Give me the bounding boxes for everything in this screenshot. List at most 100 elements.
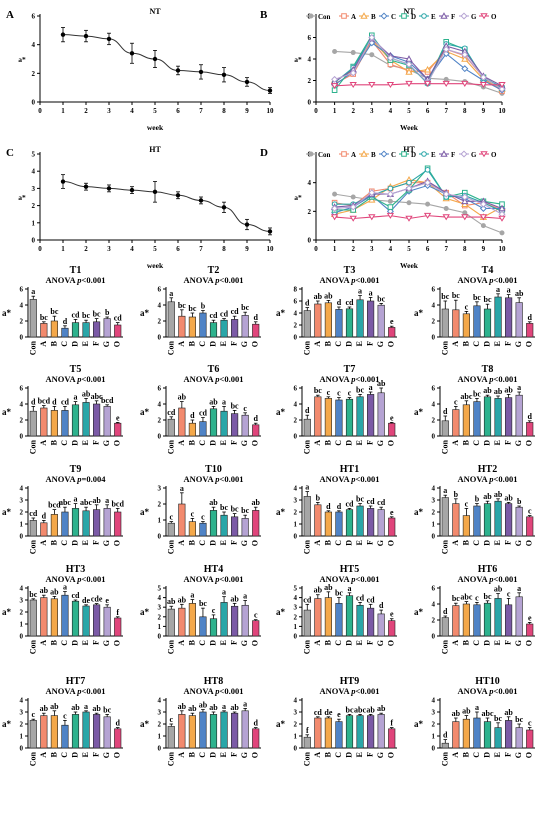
significance-letter: ab bbox=[167, 597, 176, 606]
category-label: C bbox=[334, 752, 343, 758]
significance-letter: ab bbox=[71, 703, 80, 712]
significance-letter: ab bbox=[483, 386, 492, 395]
legend-label-D: D bbox=[411, 151, 416, 159]
bar-panel-title: T1 bbox=[70, 265, 82, 276]
y-tick-label: 2 bbox=[294, 613, 298, 621]
category-label: G bbox=[240, 640, 249, 646]
bar-O bbox=[526, 422, 534, 437]
significance-letter: a bbox=[222, 588, 226, 597]
bar-A bbox=[314, 303, 322, 338]
x-tick-label: 2 bbox=[84, 245, 88, 253]
marker-con bbox=[406, 200, 412, 206]
category-label: B bbox=[49, 639, 58, 645]
bar-G bbox=[515, 302, 523, 338]
bar-A bbox=[178, 714, 186, 749]
category-label: F bbox=[230, 640, 239, 645]
y-tick-label: 2 bbox=[20, 417, 24, 425]
bar-O bbox=[526, 323, 534, 338]
x-tick-label: 10 bbox=[499, 245, 507, 253]
data-point bbox=[83, 33, 89, 39]
y-tick-label: 4 bbox=[432, 302, 436, 310]
category-label: D bbox=[345, 640, 354, 646]
marker-square bbox=[401, 151, 407, 157]
bar-G bbox=[377, 509, 385, 537]
marker-diamond bbox=[461, 51, 469, 59]
bar-D bbox=[483, 396, 492, 437]
significance-letter: bc bbox=[188, 304, 196, 313]
y-tick-label: 0 bbox=[158, 745, 162, 753]
bar-Con bbox=[29, 720, 37, 749]
bar-E bbox=[82, 711, 90, 749]
data-point bbox=[106, 36, 112, 42]
significance-letter: bc bbox=[484, 295, 492, 304]
marker-diamond bbox=[380, 12, 388, 20]
marker-circle bbox=[387, 185, 394, 192]
category-label: Con bbox=[28, 539, 37, 554]
legend-label-C: C bbox=[391, 13, 396, 21]
bar-G bbox=[377, 613, 385, 637]
marker-con bbox=[462, 210, 468, 216]
y-tick-label: 0 bbox=[294, 334, 298, 342]
marker-triangle bbox=[405, 68, 413, 75]
significance-letter: ab bbox=[494, 387, 503, 396]
significance-letter: a bbox=[475, 703, 479, 712]
x-tick-label: 3 bbox=[107, 107, 111, 115]
x-tick-label: 0 bbox=[38, 107, 42, 115]
y-tick-label: 1 bbox=[294, 733, 298, 741]
bar-F bbox=[93, 604, 101, 637]
significance-letter: c bbox=[243, 404, 247, 413]
significance-letter: d bbox=[443, 407, 448, 416]
bar-B bbox=[50, 320, 58, 338]
bar-F bbox=[93, 714, 101, 749]
bar-B bbox=[324, 717, 332, 749]
significance-letter: cd bbox=[231, 307, 240, 316]
anova-label: ANOVA p<0.001 bbox=[184, 686, 244, 696]
significance-letter: c bbox=[465, 302, 469, 311]
y-axis-label: a* bbox=[276, 407, 286, 417]
category-label: A bbox=[177, 440, 186, 446]
anova-label: ANOVA p<0.001 bbox=[184, 275, 244, 285]
y-tick-label: 0 bbox=[294, 533, 298, 541]
significance-letter: de bbox=[82, 596, 90, 605]
bar-Con bbox=[303, 310, 311, 338]
category-label: A bbox=[313, 540, 322, 546]
bar-panel-title: T6 bbox=[208, 364, 220, 375]
category-label: C bbox=[472, 540, 481, 546]
category-label: Con bbox=[166, 751, 175, 766]
bar-O bbox=[114, 728, 122, 749]
significance-letter: ab bbox=[494, 490, 503, 499]
data-point bbox=[267, 229, 273, 234]
category-label: O bbox=[113, 752, 122, 758]
significance-letter: ab bbox=[199, 701, 208, 710]
category-label: C bbox=[198, 440, 207, 446]
anova-label: ANOVA p<0.001 bbox=[46, 275, 106, 285]
significance-letter: c bbox=[212, 606, 216, 615]
significance-letter: ab bbox=[230, 594, 239, 603]
category-label: A bbox=[313, 341, 322, 347]
significance-letter: a bbox=[63, 583, 67, 592]
significance-letter: d bbox=[527, 313, 532, 322]
bar-O bbox=[252, 728, 260, 749]
category-label: Con bbox=[440, 340, 449, 355]
marker-triangle bbox=[461, 197, 469, 205]
significance-letter: a bbox=[180, 484, 184, 493]
y-tick-label: 0 bbox=[158, 533, 162, 541]
bar-E bbox=[220, 514, 228, 537]
significance-letter: ab bbox=[366, 705, 375, 714]
bar-C bbox=[335, 721, 343, 749]
significance-letter: bc bbox=[178, 301, 186, 310]
y-axis-label: a* bbox=[414, 507, 424, 517]
y-tick-label: 1 bbox=[32, 219, 36, 227]
category-label: D bbox=[209, 640, 218, 646]
category-label: A bbox=[177, 752, 186, 758]
y-tick-label: 6 bbox=[158, 385, 162, 393]
category-label: E bbox=[81, 752, 90, 757]
significance-letter: ab bbox=[377, 379, 386, 388]
category-label: A bbox=[313, 440, 322, 446]
marker-con bbox=[332, 48, 338, 54]
category-label: E bbox=[355, 540, 364, 545]
significance-letter: abc bbox=[460, 392, 472, 401]
category-label: D bbox=[209, 752, 218, 758]
marker-triangle bbox=[440, 150, 448, 157]
category-label: G bbox=[102, 341, 111, 347]
